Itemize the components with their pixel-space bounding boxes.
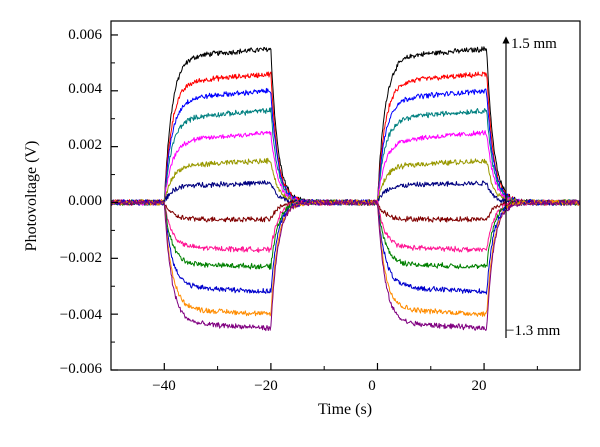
annotation-bottom: −1.3 mm: [506, 323, 561, 339]
x-tick-label: −20: [254, 378, 277, 394]
y-tick-labels: −0.006 −0.004 −0.002 0.000 0.002 0.004 0…: [60, 27, 103, 377]
x-tick-label: −40: [152, 378, 175, 394]
x-tick-label: 20: [472, 378, 487, 394]
y-tick-label: −0.006: [60, 361, 103, 377]
y-tick-label: 0.002: [68, 137, 102, 153]
x-axis-title: Time (s): [318, 401, 372, 418]
x-tick-label: 0: [368, 378, 376, 394]
y-tick-label: 0.004: [68, 81, 102, 97]
series-line-13: [111, 199, 580, 332]
y-tick-label: −0.002: [60, 250, 102, 266]
y-tick-label: 0.006: [68, 27, 102, 43]
series-layer: [111, 46, 580, 332]
x-tick-labels: −40 −20 0 20: [152, 378, 486, 394]
y-tick-label: 0.000: [68, 193, 102, 209]
annotation-top: 1.5 mm: [511, 36, 557, 52]
ticks-layer: [110, 34, 538, 371]
plot-frame: [110, 20, 581, 371]
y-tick-label: −0.004: [60, 307, 103, 323]
y-axis-title: Photovoltage (V): [23, 141, 40, 252]
